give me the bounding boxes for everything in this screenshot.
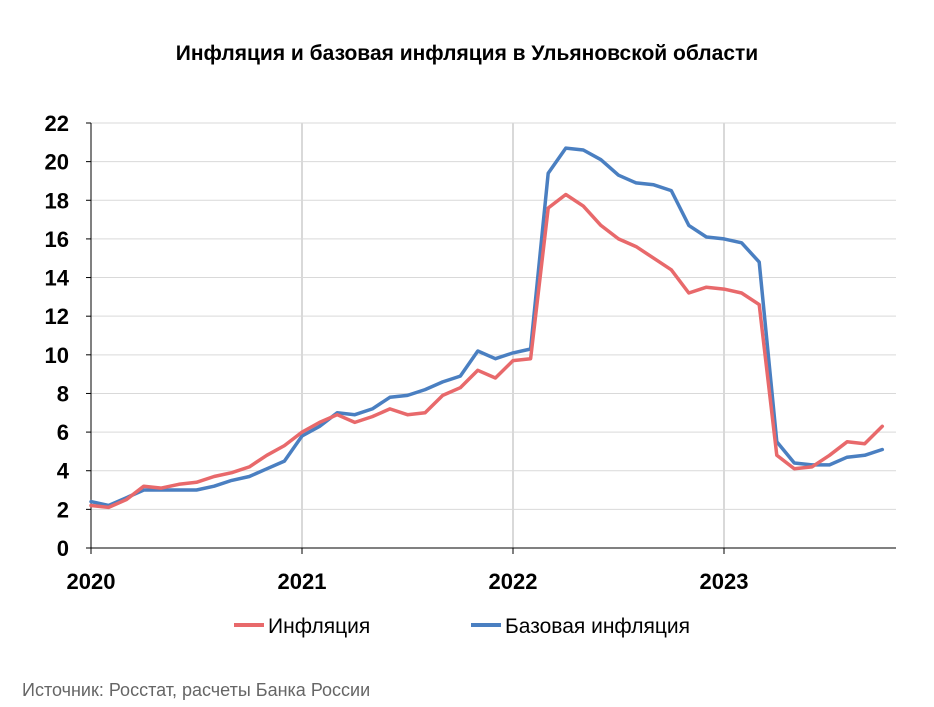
y-tick-label: 4 [57, 459, 70, 484]
inflation-line [89, 192, 885, 510]
y-tick-label: 8 [57, 381, 69, 406]
grid-lines [91, 122, 896, 548]
x-tick-label: 2020 [67, 569, 116, 594]
source-note: Источник: Росстат, расчеты Банка России [22, 680, 371, 700]
y-tick-label: 12 [45, 304, 69, 329]
y-tick-label: 0 [57, 536, 69, 561]
legend-label-core-inflation: Базовая инфляция [505, 615, 690, 638]
legend: Инфляция Базовая инфляция [234, 615, 690, 638]
x-axis-ticks: 2020 2021 2022 2023 [67, 569, 749, 594]
y-axis-ticks: 0 2 4 6 8 10 12 14 16 18 20 22 [45, 111, 70, 561]
y-tick-label: 6 [57, 420, 69, 445]
legend-label-inflation: Инфляция [268, 615, 370, 638]
y-tick-label: 10 [45, 343, 69, 368]
y-tick-label: 22 [45, 111, 69, 136]
y-tick-label: 2 [57, 497, 69, 522]
core-inflation-line [89, 146, 885, 508]
series-lines [89, 146, 885, 510]
y-tick-label: 14 [45, 266, 70, 291]
axes [86, 122, 896, 554]
y-tick-label: 20 [45, 150, 69, 175]
y-tick-label: 18 [45, 188, 69, 213]
y-tick-label: 16 [45, 227, 69, 252]
x-tick-label: 2023 [700, 569, 749, 594]
x-tick-label: 2021 [278, 569, 327, 594]
x-tick-label: 2022 [489, 569, 538, 594]
chart-title: Инфляция и базовая инфляция в Ульяновско… [175, 42, 759, 65]
